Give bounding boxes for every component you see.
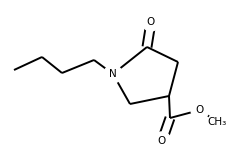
Circle shape [103,65,122,83]
Text: O: O [195,105,203,115]
Circle shape [207,113,225,131]
Circle shape [152,132,170,148]
Circle shape [190,101,208,119]
Text: CH₃: CH₃ [207,117,226,127]
Text: N: N [109,69,116,79]
Text: O: O [157,136,165,146]
Text: O: O [146,17,155,27]
Circle shape [141,13,159,31]
